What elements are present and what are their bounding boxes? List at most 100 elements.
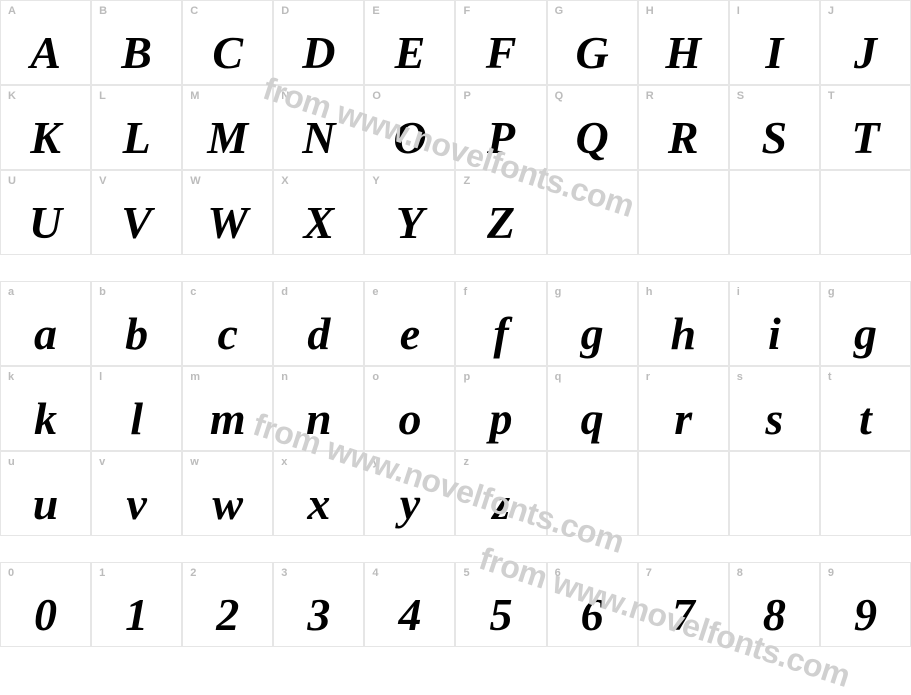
glyph-cell[interactable]: 99 (820, 562, 911, 647)
glyph-cell[interactable]: cc (182, 281, 273, 366)
glyph-key-label: e (372, 286, 378, 298)
glyph-cell[interactable]: PP (455, 85, 546, 170)
glyph-cell[interactable]: tt (820, 366, 911, 451)
glyph-preview: A (1, 30, 90, 76)
glyph-cell[interactable]: 55 (455, 562, 546, 647)
glyph-cell[interactable]: VV (91, 170, 182, 255)
glyph-cell[interactable]: ee (364, 281, 455, 366)
glyph-cell[interactable]: OO (364, 85, 455, 170)
glyph-cell[interactable]: GG (547, 0, 638, 85)
glyph-cell[interactable]: QQ (547, 85, 638, 170)
glyph-row: uuvvwwxxyyzz (0, 451, 911, 536)
glyph-cell[interactable]: ii (729, 281, 820, 366)
glyph-cell[interactable] (820, 451, 911, 536)
glyph-cell[interactable]: LL (91, 85, 182, 170)
glyph-cell[interactable]: JJ (820, 0, 911, 85)
glyph-cell[interactable]: II (729, 0, 820, 85)
glyph-cell[interactable]: XX (273, 170, 364, 255)
glyph-cell[interactable]: oo (364, 366, 455, 451)
glyph-cell[interactable]: MM (182, 85, 273, 170)
glyph-cell[interactable] (547, 451, 638, 536)
glyph-cell[interactable]: 77 (638, 562, 729, 647)
glyph-cell[interactable]: xx (273, 451, 364, 536)
glyph-cell[interactable]: hh (638, 281, 729, 366)
glyph-key-label: 4 (372, 567, 378, 579)
glyph-cell[interactable]: ff (455, 281, 546, 366)
glyph-cell[interactable]: zz (455, 451, 546, 536)
glyph-key-label: i (737, 286, 740, 298)
glyph-cell[interactable]: EE (364, 0, 455, 85)
glyph-cell[interactable]: WW (182, 170, 273, 255)
glyph-key-label: y (372, 456, 378, 468)
glyph-cell[interactable]: 33 (273, 562, 364, 647)
glyph-cell[interactable] (820, 170, 911, 255)
glyph-cell[interactable]: vv (91, 451, 182, 536)
glyph-preview: T (821, 115, 910, 161)
glyph-cell[interactable]: BB (91, 0, 182, 85)
glyph-preview: U (1, 200, 90, 246)
glyph-cell[interactable]: nn (273, 366, 364, 451)
glyph-preview: u (1, 481, 90, 527)
glyph-cell[interactable]: yy (364, 451, 455, 536)
glyph-cell[interactable]: DD (273, 0, 364, 85)
glyph-key-label: Z (463, 175, 470, 187)
glyph-cell[interactable] (638, 170, 729, 255)
glyph-cell[interactable]: CC (182, 0, 273, 85)
glyph-preview: W (183, 200, 272, 246)
glyph-key-label: c (190, 286, 196, 298)
glyph-cell[interactable]: YY (364, 170, 455, 255)
glyph-key-label: C (190, 5, 198, 17)
glyph-cell[interactable]: UU (0, 170, 91, 255)
glyph-preview: H (639, 30, 728, 76)
glyph-cell[interactable]: KK (0, 85, 91, 170)
glyph-key-label: F (463, 5, 470, 17)
glyph-preview: l (92, 396, 181, 442)
glyph-cell[interactable] (729, 451, 820, 536)
glyph-preview: Z (456, 200, 545, 246)
glyph-cell[interactable]: mm (182, 366, 273, 451)
glyph-cell[interactable]: SS (729, 85, 820, 170)
glyph-cell[interactable]: AA (0, 0, 91, 85)
glyph-preview: g (821, 311, 910, 357)
glyph-preview: w (183, 481, 272, 527)
glyph-cell[interactable]: rr (638, 366, 729, 451)
glyph-cell[interactable]: gg (820, 281, 911, 366)
glyph-cell[interactable]: HH (638, 0, 729, 85)
glyph-cell[interactable]: FF (455, 0, 546, 85)
glyph-key-label: J (828, 5, 834, 17)
glyph-cell[interactable]: 88 (729, 562, 820, 647)
glyph-cell[interactable]: TT (820, 85, 911, 170)
glyph-preview: q (548, 396, 637, 442)
glyph-cell[interactable]: ZZ (455, 170, 546, 255)
glyph-cell[interactable]: NN (273, 85, 364, 170)
glyph-cell[interactable]: uu (0, 451, 91, 536)
glyph-cell[interactable]: ss (729, 366, 820, 451)
glyph-preview: r (639, 396, 728, 442)
glyph-cell[interactable]: ww (182, 451, 273, 536)
glyph-key-label: o (372, 371, 379, 383)
glyph-cell[interactable] (547, 170, 638, 255)
glyph-cell[interactable]: 44 (364, 562, 455, 647)
glyph-cell[interactable]: ll (91, 366, 182, 451)
glyph-cell[interactable]: dd (273, 281, 364, 366)
glyph-key-label: D (281, 5, 289, 17)
glyph-key-label: R (646, 90, 654, 102)
glyph-preview: 6 (548, 592, 637, 638)
glyph-cell[interactable]: 66 (547, 562, 638, 647)
glyph-cell[interactable]: 11 (91, 562, 182, 647)
glyph-key-label: t (828, 371, 832, 383)
glyph-cell[interactable]: pp (455, 366, 546, 451)
glyph-cell[interactable]: 22 (182, 562, 273, 647)
glyph-cell[interactable]: bb (91, 281, 182, 366)
glyph-cell[interactable] (729, 170, 820, 255)
glyph-key-label: V (99, 175, 106, 187)
glyph-cell[interactable]: gg (547, 281, 638, 366)
glyph-cell[interactable] (638, 451, 729, 536)
glyph-cell[interactable]: qq (547, 366, 638, 451)
glyph-cell[interactable]: kk (0, 366, 91, 451)
glyph-cell[interactable]: aa (0, 281, 91, 366)
glyph-key-label: g (828, 286, 835, 298)
glyph-preview: c (183, 311, 272, 357)
glyph-cell[interactable]: 00 (0, 562, 91, 647)
glyph-cell[interactable]: RR (638, 85, 729, 170)
